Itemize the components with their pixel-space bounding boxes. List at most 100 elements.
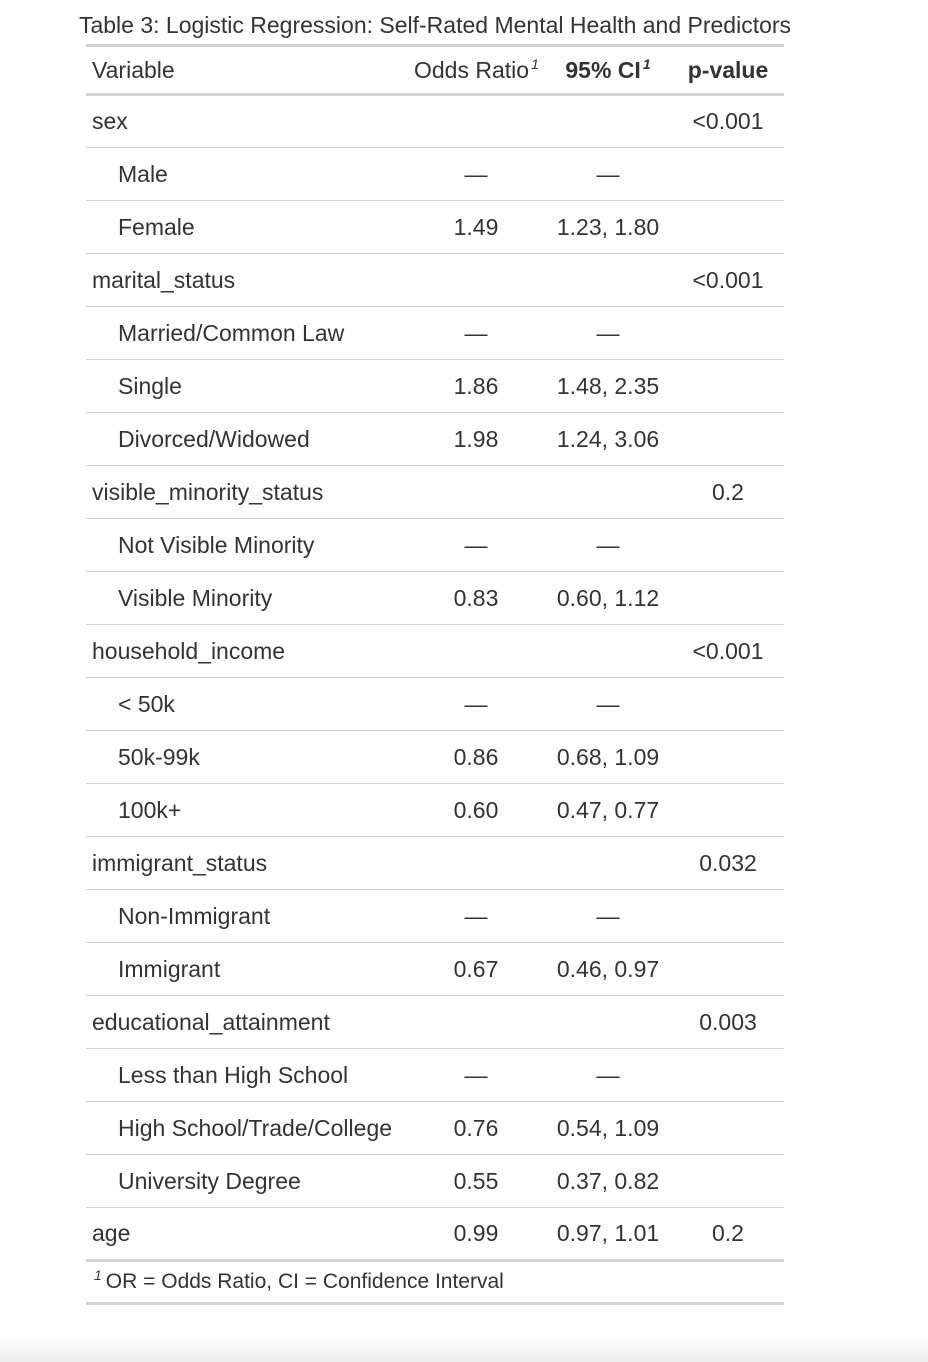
- cell-ci: —: [544, 518, 672, 572]
- table-footnote: 1 OR = Odds Ratio, CI = Confidence Interv…: [86, 1262, 784, 1305]
- cell-ci: —: [544, 889, 672, 943]
- cell-ci: [544, 465, 672, 519]
- cell-pvalue: 0.2: [672, 1207, 784, 1262]
- table-row: Married/Common Law — —: [86, 306, 784, 360]
- table-row: household_income <0.001: [86, 624, 784, 678]
- cell-ci: —: [544, 306, 672, 360]
- cell-ci: [544, 995, 672, 1049]
- cell-odds-ratio: 0.86: [408, 730, 544, 784]
- cell-pvalue: [672, 677, 784, 731]
- cell-pvalue: [672, 1048, 784, 1102]
- cell-pvalue: [672, 730, 784, 784]
- cell-variable: Male: [86, 147, 408, 201]
- cell-ci: 0.60, 1.12: [544, 571, 672, 625]
- cell-pvalue: <0.001: [672, 253, 784, 307]
- cell-variable: High School/Trade/College: [86, 1101, 408, 1155]
- cell-odds-ratio: 0.55: [408, 1154, 544, 1208]
- table-row: 100k+ 0.60 0.47, 0.77: [86, 783, 784, 837]
- cell-variable: Visible Minority: [86, 571, 408, 625]
- table-row: age 0.99 0.97, 1.01 0.2: [86, 1207, 784, 1262]
- cell-pvalue: [672, 359, 784, 413]
- table-row: visible_minority_status 0.2: [86, 465, 784, 519]
- table-row: sex <0.001: [86, 94, 784, 148]
- table-row: Non-Immigrant — —: [86, 889, 784, 943]
- cell-ci: 0.68, 1.09: [544, 730, 672, 784]
- table-row: immigrant_status 0.032: [86, 836, 784, 890]
- cell-pvalue: [672, 412, 784, 466]
- cell-pvalue: 0.2: [672, 465, 784, 519]
- cell-pvalue: [672, 571, 784, 625]
- cell-ci: [544, 253, 672, 307]
- table-row: 50k-99k 0.86 0.68, 1.09: [86, 730, 784, 784]
- footnote-marker: 1: [642, 55, 651, 72]
- cell-variable: educational_attainment: [86, 995, 408, 1049]
- cell-pvalue: [672, 1154, 784, 1208]
- table-row: educational_attainment 0.003: [86, 995, 784, 1049]
- table-caption: Table 3: Logistic Regression: Self-Rated…: [78, 12, 792, 38]
- cell-odds-ratio: 0.99: [408, 1207, 544, 1262]
- cell-ci: 1.23, 1.80: [544, 200, 672, 254]
- header-row: Variable Odds Ratio 1 95% CI 1 p-value: [86, 44, 784, 96]
- cell-odds-ratio: —: [408, 147, 544, 201]
- cell-variable: household_income: [86, 624, 408, 678]
- cell-odds-ratio: 0.83: [408, 571, 544, 625]
- cell-ci: 1.48, 2.35: [544, 359, 672, 413]
- cell-variable: age: [86, 1207, 408, 1262]
- table-row: Male — —: [86, 147, 784, 201]
- bottom-shade: [0, 1336, 928, 1362]
- cell-odds-ratio: —: [408, 889, 544, 943]
- table-row: Single 1.86 1.48, 2.35: [86, 359, 784, 413]
- cell-variable: immigrant_status: [86, 836, 408, 890]
- table-row: Female 1.49 1.23, 1.80: [86, 200, 784, 254]
- footnote-marker: 1: [94, 1267, 102, 1283]
- column-header-pvalue: p-value: [672, 44, 784, 96]
- cell-odds-ratio: 1.49: [408, 200, 544, 254]
- cell-variable: Married/Common Law: [86, 306, 408, 360]
- table-row: Less than High School — —: [86, 1048, 784, 1102]
- cell-variable: Single: [86, 359, 408, 413]
- cell-pvalue: [672, 942, 784, 996]
- cell-ci: 0.37, 0.82: [544, 1154, 672, 1208]
- cell-variable: 50k-99k: [86, 730, 408, 784]
- table-row: Not Visible Minority — —: [86, 518, 784, 572]
- cell-odds-ratio: 0.67: [408, 942, 544, 996]
- cell-odds-ratio: —: [408, 677, 544, 731]
- cell-variable: University Degree: [86, 1154, 408, 1208]
- footnote-text: OR = Odds Ratio, CI = Confidence Interva…: [105, 1270, 504, 1293]
- cell-odds-ratio: [408, 836, 544, 890]
- cell-odds-ratio: [408, 624, 544, 678]
- cell-pvalue: <0.001: [672, 94, 784, 148]
- regression-table-container: Table 3: Logistic Regression: Self-Rated…: [79, 0, 791, 1305]
- cell-pvalue: 0.003: [672, 995, 784, 1049]
- cell-pvalue: [672, 200, 784, 254]
- cell-odds-ratio: [408, 94, 544, 148]
- table-row: < 50k — —: [86, 677, 784, 731]
- cell-variable: sex: [86, 94, 408, 148]
- cell-variable: Immigrant: [86, 942, 408, 996]
- cell-pvalue: <0.001: [672, 624, 784, 678]
- cell-variable: 100k+: [86, 783, 408, 837]
- table-header: Variable Odds Ratio 1 95% CI 1 p-value: [86, 44, 784, 96]
- cell-pvalue: [672, 1101, 784, 1155]
- cell-ci: 0.47, 0.77: [544, 783, 672, 837]
- cell-odds-ratio: [408, 995, 544, 1049]
- cell-odds-ratio: [408, 253, 544, 307]
- cell-ci: 0.97, 1.01: [544, 1207, 672, 1262]
- column-header-ci: 95% CI 1: [544, 44, 672, 96]
- cell-ci: 0.46, 0.97: [544, 942, 672, 996]
- column-header-odds-ratio: Odds Ratio 1: [408, 44, 544, 96]
- table-row: marital_status <0.001: [86, 253, 784, 307]
- cell-odds-ratio: 0.60: [408, 783, 544, 837]
- cell-ci: [544, 836, 672, 890]
- cell-variable: Non-Immigrant: [86, 889, 408, 943]
- cell-ci: [544, 624, 672, 678]
- cell-ci: 1.24, 3.06: [544, 412, 672, 466]
- cell-pvalue: [672, 783, 784, 837]
- cell-pvalue: 0.032: [672, 836, 784, 890]
- cell-ci: —: [544, 1048, 672, 1102]
- cell-odds-ratio: —: [408, 518, 544, 572]
- cell-ci: 0.54, 1.09: [544, 1101, 672, 1155]
- table-row: High School/Trade/College 0.76 0.54, 1.09: [86, 1101, 784, 1155]
- footnote-marker: 1: [531, 55, 539, 72]
- cell-odds-ratio: 1.98: [408, 412, 544, 466]
